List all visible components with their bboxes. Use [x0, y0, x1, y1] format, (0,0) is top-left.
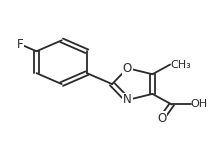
Text: N: N [123, 93, 132, 107]
Text: CH₃: CH₃ [170, 60, 191, 70]
Text: O: O [123, 62, 132, 75]
Text: O: O [157, 112, 166, 125]
Text: OH: OH [191, 99, 208, 109]
Text: F: F [17, 38, 23, 51]
